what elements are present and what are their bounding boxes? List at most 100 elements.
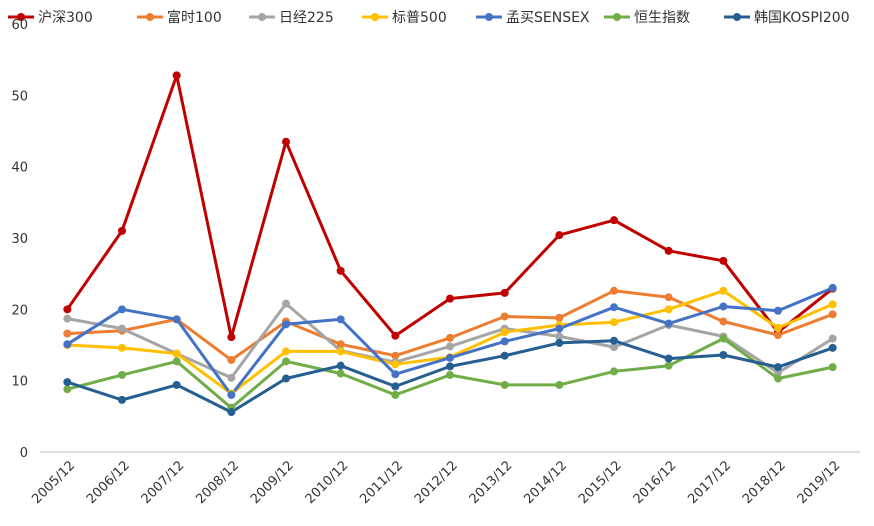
data-point bbox=[336, 369, 345, 378]
data-point bbox=[446, 333, 454, 342]
x-tick-label: 2005/12 bbox=[29, 458, 78, 507]
legend-label: 标普500 bbox=[392, 10, 447, 26]
data-point bbox=[118, 324, 126, 333]
data-point bbox=[63, 340, 72, 349]
x-tick-label: 2006/12 bbox=[84, 458, 133, 507]
data-point bbox=[828, 334, 837, 343]
data-point bbox=[664, 319, 673, 328]
data-point bbox=[664, 361, 673, 370]
data-point bbox=[63, 385, 72, 394]
data-point bbox=[63, 378, 72, 387]
data-point bbox=[63, 314, 72, 323]
data-point bbox=[391, 390, 400, 399]
data-point bbox=[664, 354, 673, 363]
data-point bbox=[336, 347, 345, 356]
legend-label: 恒生指数 bbox=[634, 10, 690, 26]
data-point bbox=[172, 349, 181, 358]
data-point bbox=[227, 373, 236, 382]
data-point bbox=[719, 350, 728, 359]
data-point bbox=[118, 343, 126, 352]
data-point bbox=[391, 331, 400, 340]
data-point bbox=[828, 363, 837, 372]
data-point bbox=[610, 216, 618, 225]
x-tick-label: 2011/12 bbox=[357, 458, 406, 507]
legend-marker bbox=[258, 13, 266, 21]
data-point bbox=[610, 367, 618, 376]
data-point bbox=[391, 382, 400, 391]
data-point bbox=[774, 323, 782, 332]
y-tick-label: 60 bbox=[11, 18, 28, 33]
data-point bbox=[555, 380, 564, 389]
data-point bbox=[63, 329, 72, 338]
legend-label: 富时100 bbox=[167, 9, 222, 26]
data-point bbox=[118, 395, 126, 404]
data-point bbox=[610, 336, 618, 345]
data-point bbox=[828, 343, 837, 352]
x-tick-label: 2012/12 bbox=[412, 458, 461, 507]
legend-marker bbox=[17, 13, 25, 21]
data-point bbox=[610, 318, 618, 327]
data-point bbox=[500, 380, 509, 389]
data-point bbox=[282, 374, 290, 383]
data-point bbox=[774, 331, 782, 340]
data-point bbox=[500, 328, 509, 337]
data-point bbox=[774, 374, 782, 383]
data-point bbox=[719, 256, 728, 265]
data-point bbox=[719, 302, 728, 311]
y-tick-label: 30 bbox=[11, 232, 28, 247]
data-point bbox=[774, 368, 782, 377]
data-point bbox=[446, 362, 454, 371]
data-point bbox=[500, 288, 509, 297]
legend-marker bbox=[146, 13, 154, 21]
data-point bbox=[172, 380, 181, 389]
data-point bbox=[500, 312, 509, 321]
x-tick-label: 2010/12 bbox=[303, 458, 352, 507]
data-point bbox=[282, 137, 290, 146]
x-tick-label: 2016/12 bbox=[631, 458, 680, 507]
data-point bbox=[227, 333, 236, 342]
data-point bbox=[719, 286, 728, 295]
data-point bbox=[172, 315, 181, 324]
y-tick-label: 50 bbox=[11, 89, 28, 104]
data-point bbox=[282, 357, 290, 366]
data-point bbox=[118, 370, 126, 379]
data-point bbox=[63, 305, 72, 314]
data-point bbox=[391, 351, 400, 360]
data-point bbox=[555, 313, 564, 322]
legend-label: 孟买SENSEX bbox=[506, 10, 590, 26]
data-point bbox=[336, 361, 345, 370]
x-tick-label: 2018/12 bbox=[740, 458, 789, 507]
x-tick-label: 2013/12 bbox=[467, 458, 516, 507]
data-point bbox=[664, 305, 673, 314]
y-tick-label: 20 bbox=[11, 303, 28, 318]
data-point bbox=[719, 334, 728, 343]
legend-marker bbox=[613, 13, 621, 21]
data-point bbox=[610, 286, 618, 295]
legend-marker bbox=[371, 13, 379, 21]
data-point bbox=[555, 231, 564, 240]
legend-label: 日经225 bbox=[279, 10, 334, 26]
y-tick-label: 40 bbox=[11, 161, 28, 176]
data-point bbox=[828, 310, 837, 319]
data-point bbox=[555, 338, 564, 347]
x-tick-label: 2014/12 bbox=[521, 458, 570, 507]
data-point bbox=[555, 332, 564, 341]
data-point bbox=[500, 351, 509, 360]
y-tick-label: 0 bbox=[20, 446, 28, 461]
data-point bbox=[446, 353, 454, 362]
x-axis-tick-labels: 2005/12 2006/12 2007/12 2008/12 2009/12 2010/… bbox=[29, 458, 843, 507]
data-point bbox=[391, 360, 400, 369]
x-tick-label: 2007/12 bbox=[139, 458, 188, 507]
x-tick-label: 2019/12 bbox=[795, 458, 844, 507]
data-point bbox=[664, 246, 673, 255]
data-point bbox=[282, 347, 290, 356]
data-point bbox=[282, 299, 290, 308]
legend-marker bbox=[733, 13, 741, 21]
data-point bbox=[555, 324, 564, 333]
data-point bbox=[227, 355, 236, 364]
legend-marker bbox=[485, 13, 493, 21]
legend-label: 韩国KOSPI200 bbox=[754, 10, 850, 26]
data-point bbox=[774, 306, 782, 315]
